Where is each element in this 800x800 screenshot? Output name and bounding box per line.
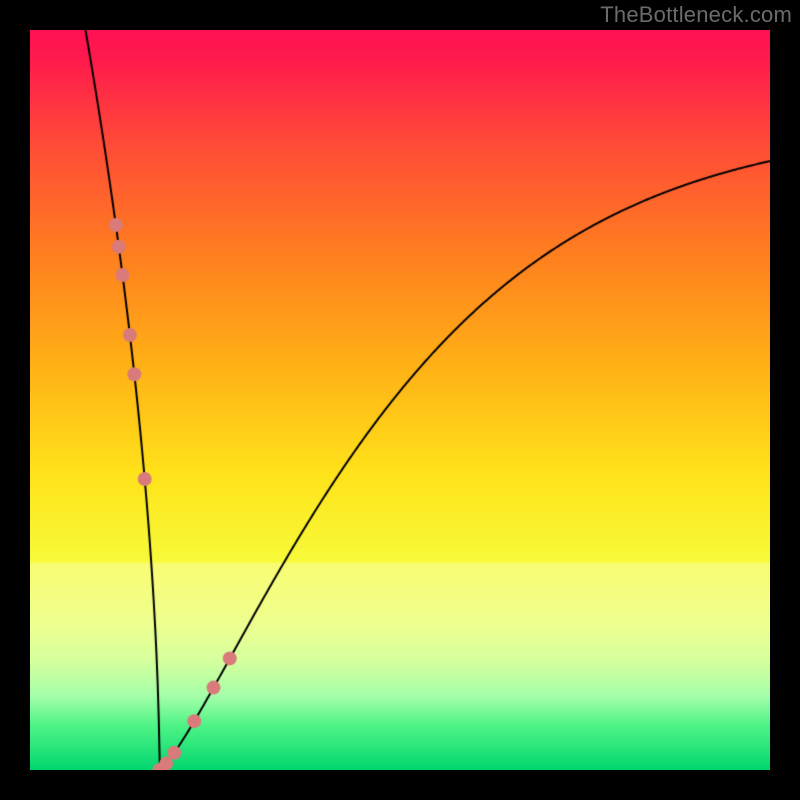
chart-overlay: [30, 30, 770, 770]
watermark-text: TheBottleneck.com: [600, 2, 792, 28]
plot-area: [30, 30, 770, 770]
